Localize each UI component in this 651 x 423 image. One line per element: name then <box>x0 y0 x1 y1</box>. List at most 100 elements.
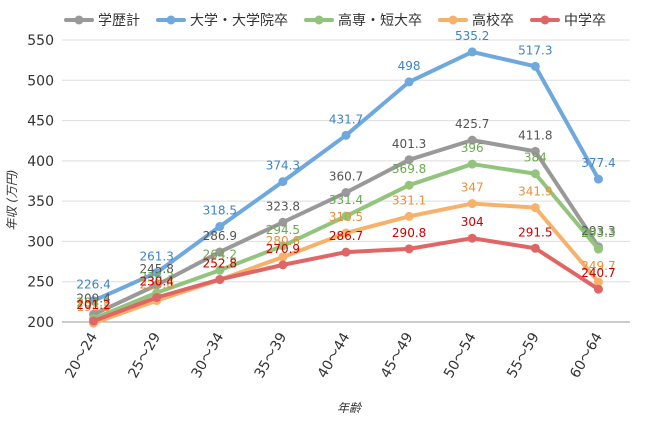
legend-label: 中学卒 <box>564 13 606 29</box>
y-axis-title: 年収 (万円) <box>5 169 19 230</box>
data-label: 245.8 <box>139 262 173 276</box>
x-tick-label: 40〜44 <box>315 330 354 381</box>
data-point <box>152 268 162 278</box>
y-tick-label: 250 <box>27 275 54 291</box>
data-label: 291.5 <box>518 225 552 239</box>
data-label: 401.3 <box>392 137 426 151</box>
data-label: 261.3 <box>139 250 173 264</box>
data-label: 318.5 <box>203 204 237 218</box>
data-point <box>593 174 603 184</box>
data-point <box>404 244 414 254</box>
data-label: 369.8 <box>392 162 426 176</box>
data-point <box>530 243 540 253</box>
data-label: 209.4 <box>76 291 110 305</box>
data-label: 240.7 <box>581 266 615 280</box>
data-label: 517.3 <box>518 43 552 57</box>
series-layer <box>89 47 603 328</box>
y-tick-label: 400 <box>27 154 54 170</box>
data-label: 360.7 <box>329 170 363 184</box>
data-point <box>404 155 414 165</box>
data-label: 304 <box>461 215 484 229</box>
data-label: 411.8 <box>518 128 552 142</box>
x-tick-label: 60〜64 <box>567 330 606 381</box>
x-tick-label: 20〜24 <box>62 330 101 381</box>
data-point <box>467 135 477 145</box>
data-label: 384 <box>524 151 547 165</box>
data-label: 280.6 <box>266 234 300 248</box>
data-label: 204.1 <box>76 296 110 310</box>
x-axis-title: 年齢 <box>337 401 363 415</box>
data-label: 236.3 <box>139 270 173 284</box>
data-point <box>152 280 162 290</box>
data-label: 201.2 <box>76 298 110 312</box>
data-label: 535.2 <box>455 29 489 43</box>
legend-label: 大学・大学院卒 <box>190 13 288 29</box>
data-point <box>341 247 351 257</box>
data-point <box>341 130 351 140</box>
data-label: 293.3 <box>581 226 615 240</box>
legend-marker <box>74 15 84 25</box>
legend-marker <box>540 15 550 25</box>
data-labels-layer: 209.4 245.8 286.9 323.8 360.7 401.3 425.7 411.8… <box>76 29 615 314</box>
data-label: 198.5 <box>76 300 110 314</box>
y-tick-label: 200 <box>27 315 54 331</box>
data-label: 377.4 <box>581 156 615 170</box>
data-point <box>215 274 225 284</box>
data-label: 230.4 <box>139 275 173 289</box>
data-point <box>593 244 603 254</box>
y-tick-label: 300 <box>27 234 54 250</box>
data-label: 264.2 <box>203 247 237 261</box>
data-label: 341.9 <box>518 185 552 199</box>
legend-marker <box>314 15 324 25</box>
data-point <box>530 61 540 71</box>
data-point <box>215 222 225 232</box>
data-label: 270.9 <box>266 242 300 256</box>
data-point <box>278 260 288 270</box>
y-tick-label: 500 <box>27 73 54 89</box>
data-point <box>278 217 288 227</box>
data-point <box>593 284 603 294</box>
data-point <box>404 180 414 190</box>
x-tick-label: 30〜34 <box>189 330 228 381</box>
x-tick-label: 25〜29 <box>125 330 164 381</box>
data-label: 252.5 <box>203 257 237 271</box>
data-label: 498 <box>398 59 421 73</box>
x-tick-label: 55〜59 <box>504 330 543 381</box>
data-label: 286.7 <box>329 229 363 243</box>
data-label: 374.3 <box>266 159 300 173</box>
data-label: 310.5 <box>329 210 363 224</box>
data-label: 431.7 <box>329 112 363 126</box>
data-label: 226.4 <box>76 278 110 292</box>
data-label: 425.7 <box>455 117 489 131</box>
data-point <box>404 77 414 87</box>
y-axis-ticks: 200 250 300 350 400 450 500 550 <box>27 33 54 331</box>
data-label: 286.9 <box>203 229 237 243</box>
data-label: 290.8 <box>392 226 426 240</box>
data-point <box>467 199 477 209</box>
legend-marker <box>166 15 176 25</box>
data-label: 331.4 <box>329 193 363 207</box>
y-tick-label: 450 <box>27 114 54 130</box>
data-label: 396 <box>461 141 484 155</box>
data-point <box>215 247 225 257</box>
data-point <box>152 293 162 303</box>
x-tick-label: 35〜39 <box>252 330 291 381</box>
y-tick-label: 550 <box>27 33 54 49</box>
data-point <box>278 241 288 251</box>
legend: 学歴計 大学・大学院卒 高専・短大卒 高校卒 中学卒 <box>64 12 606 29</box>
data-point <box>467 47 477 57</box>
x-axis-ticks: 20〜24 25〜29 30〜34 35〜39 40〜44 45〜49 50〜54 55〜59… <box>62 330 606 381</box>
y-tick-label: 350 <box>27 194 54 210</box>
data-label: 249.7 <box>581 259 615 273</box>
legend-marker <box>448 15 458 25</box>
data-point <box>530 203 540 213</box>
data-point <box>89 296 99 306</box>
data-point <box>89 316 99 326</box>
data-point <box>593 277 603 287</box>
data-label: 331.1 <box>392 193 426 207</box>
data-point <box>278 252 288 262</box>
data-label: 293.3 <box>581 224 615 238</box>
x-tick-label: 45〜49 <box>378 330 417 381</box>
data-point <box>467 159 477 169</box>
data-point <box>341 188 351 198</box>
